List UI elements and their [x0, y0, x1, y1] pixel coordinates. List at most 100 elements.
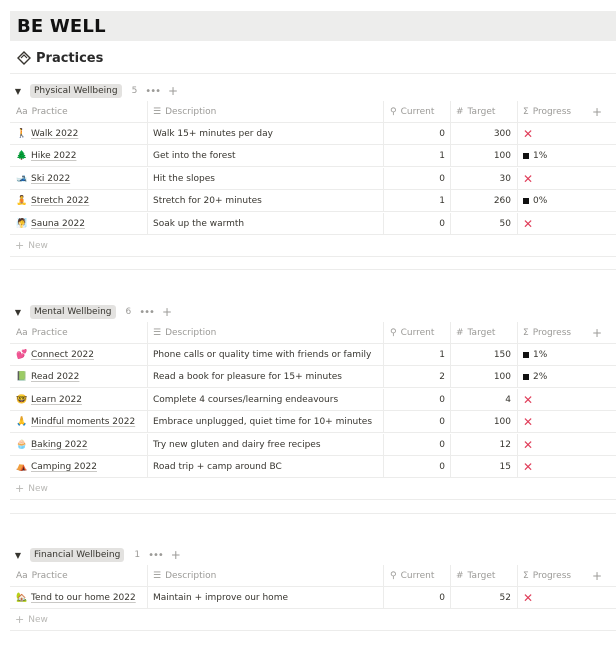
practice-name[interactable]: Camping 2022	[31, 462, 97, 472]
description-cell[interactable]: Phone calls or quality time with friends…	[153, 350, 372, 360]
table-row[interactable]: ⛺ Camping 2022 Road trip + camp around BC 0…	[10, 456, 616, 478]
column-current[interactable]: ⚲ Current	[390, 101, 434, 123]
more-options-icon[interactable]: •••	[139, 306, 155, 318]
description-cell[interactable]: Embrace unplugged, quiet time for 10+ mi…	[153, 417, 373, 428]
target-cell[interactable]: 260	[493, 196, 511, 207]
column-current[interactable]: ⚲ Current	[390, 565, 434, 587]
target-cell[interactable]: 4	[505, 394, 511, 405]
add-column-button[interactable]: +	[592, 326, 603, 340]
current-cell[interactable]: 0	[439, 394, 445, 405]
table-row[interactable]: 🧖 Sauna 2022 Soak up the warmth 0 50 ✕	[10, 212, 616, 235]
table-row[interactable]: 🌲 Hike 2022 Get into the forest 1 100 1%	[10, 145, 616, 168]
target-cell[interactable]: 50	[499, 218, 511, 229]
practice-name[interactable]: Hike 2022	[31, 151, 77, 162]
table-row[interactable]: 🎿 Ski 2022 Hit the slopes 0 30 ✕	[10, 167, 616, 190]
caret-down-icon[interactable]: ▼	[14, 307, 22, 317]
target-cell[interactable]: 100	[493, 372, 511, 383]
current-cell[interactable]: 0	[439, 593, 445, 603]
column-target[interactable]: # Target	[456, 101, 495, 123]
practice-cell[interactable]: 🚶 Walk 2022	[16, 123, 147, 145]
target-cell[interactable]: 15	[499, 462, 511, 472]
practice-name[interactable]: Baking 2022	[31, 439, 88, 450]
description-cell[interactable]: Road trip + camp around BC	[153, 462, 282, 472]
practice-name[interactable]: Tend to our home 2022	[31, 593, 136, 603]
table-row[interactable]: 💕 Connect 2022 Phone calls or quality time…	[10, 344, 616, 366]
current-cell[interactable]: 0	[439, 218, 445, 229]
target-cell[interactable]: 100	[493, 417, 511, 428]
description-cell[interactable]: Soak up the warmth	[153, 218, 245, 229]
column-progress[interactable]: Σ Progress	[523, 565, 571, 587]
practice-cell[interactable]: 🙏 Mindful moments 2022	[16, 411, 147, 433]
practice-cell[interactable]: 🧘 Stretch 2022	[16, 190, 147, 212]
practice-name[interactable]: Sauna 2022	[31, 218, 85, 229]
practice-cell[interactable]: 🧖 Sauna 2022	[16, 213, 147, 235]
caret-down-icon[interactable]: ▼	[14, 86, 22, 96]
column-description[interactable]: ☰ Description	[153, 101, 216, 123]
column-practice[interactable]: Aa Practice	[16, 101, 68, 123]
column-description[interactable]: ☰ Description	[153, 565, 216, 587]
new-row-button[interactable]: + New	[10, 609, 616, 632]
group-label[interactable]: Physical Wellbeing	[30, 84, 122, 98]
database-title[interactable]: Practices	[36, 50, 104, 66]
column-target[interactable]: # Target	[456, 565, 495, 587]
column-progress[interactable]: Σ Progress	[523, 322, 571, 344]
current-cell[interactable]: 0	[439, 173, 445, 184]
practice-cell[interactable]: 🧁 Baking 2022	[16, 434, 147, 456]
new-row-button[interactable]: + New	[10, 235, 616, 257]
description-cell[interactable]: Maintain + improve our home	[153, 593, 288, 603]
add-icon[interactable]: +	[168, 84, 179, 98]
column-current[interactable]: ⚲ Current	[390, 322, 434, 344]
add-icon[interactable]: +	[161, 305, 172, 319]
practice-cell[interactable]: ⛺ Camping 2022	[16, 456, 147, 478]
table-row[interactable]: 🧁 Baking 2022 Try new gluten and dairy fre…	[10, 433, 616, 456]
current-cell[interactable]: 2	[439, 372, 445, 383]
caret-down-icon[interactable]: ▼	[14, 550, 22, 560]
description-cell[interactable]: Read a book for pleasure for 15+ minutes	[153, 372, 342, 383]
practice-cell[interactable]: 💕 Connect 2022	[16, 344, 147, 366]
description-cell[interactable]: Try new gluten and dairy free recipes	[153, 439, 321, 450]
table-row[interactable]: 🚶 Walk 2022 Walk 15+ minutes per day 0 300 ✕	[10, 123, 616, 145]
target-cell[interactable]: 300	[493, 129, 511, 139]
practice-cell[interactable]: 🌲 Hike 2022	[16, 145, 147, 167]
more-options-icon[interactable]: •••	[148, 549, 164, 561]
target-cell[interactable]: 12	[499, 439, 511, 450]
database-title-row[interactable]: Practices	[17, 49, 103, 67]
practice-name[interactable]: Walk 2022	[31, 129, 79, 139]
description-cell[interactable]: Complete 4 courses/learning endeavours	[153, 394, 339, 405]
group-label[interactable]: Financial Wellbeing	[30, 548, 125, 562]
practice-name[interactable]: Stretch 2022	[31, 196, 90, 207]
practice-name[interactable]: Mindful moments 2022	[31, 417, 136, 428]
current-cell[interactable]: 0	[439, 129, 445, 139]
column-practice[interactable]: Aa Practice	[16, 322, 68, 344]
group-label[interactable]: Mental Wellbeing	[30, 305, 116, 319]
table-row[interactable]: 🏡 Tend to our home 2022 Maintain + improve…	[10, 587, 616, 609]
current-cell[interactable]: 0	[439, 417, 445, 428]
target-cell[interactable]: 30	[499, 173, 511, 184]
current-cell[interactable]: 0	[439, 439, 445, 450]
current-cell[interactable]: 1	[439, 151, 445, 162]
new-row-button[interactable]: + New	[10, 478, 616, 501]
practice-name[interactable]: Read 2022	[31, 372, 80, 383]
current-cell[interactable]: 1	[439, 196, 445, 207]
current-cell[interactable]: 1	[439, 350, 445, 360]
practice-name[interactable]: Connect 2022	[31, 350, 94, 360]
description-cell[interactable]: Get into the forest	[153, 151, 236, 162]
target-cell[interactable]: 52	[499, 593, 511, 603]
practice-cell[interactable]: 🤓 Learn 2022	[16, 389, 147, 411]
column-description[interactable]: ☰ Description	[153, 322, 216, 344]
table-row[interactable]: 🙏 Mindful moments 2022 Embrace unplugged, …	[10, 411, 616, 434]
add-column-button[interactable]: +	[592, 569, 603, 583]
practice-name[interactable]: Learn 2022	[31, 394, 82, 405]
current-cell[interactable]: 0	[439, 462, 445, 472]
target-cell[interactable]: 100	[493, 151, 511, 162]
target-cell[interactable]: 150	[493, 350, 511, 360]
description-cell[interactable]: Walk 15+ minutes per day	[153, 129, 273, 139]
table-row[interactable]: 🤓 Learn 2022 Complete 4 courses/learning e…	[10, 388, 616, 411]
more-options-icon[interactable]: •••	[145, 85, 161, 97]
add-icon[interactable]: +	[170, 548, 181, 562]
table-row[interactable]: 🧘 Stretch 2022 Stretch for 20+ minutes 1 260…	[10, 190, 616, 213]
add-column-button[interactable]: +	[592, 105, 603, 119]
practice-name[interactable]: Ski 2022	[31, 173, 71, 184]
column-practice[interactable]: Aa Practice	[16, 565, 68, 587]
practice-cell[interactable]: 🏡 Tend to our home 2022	[16, 587, 147, 609]
